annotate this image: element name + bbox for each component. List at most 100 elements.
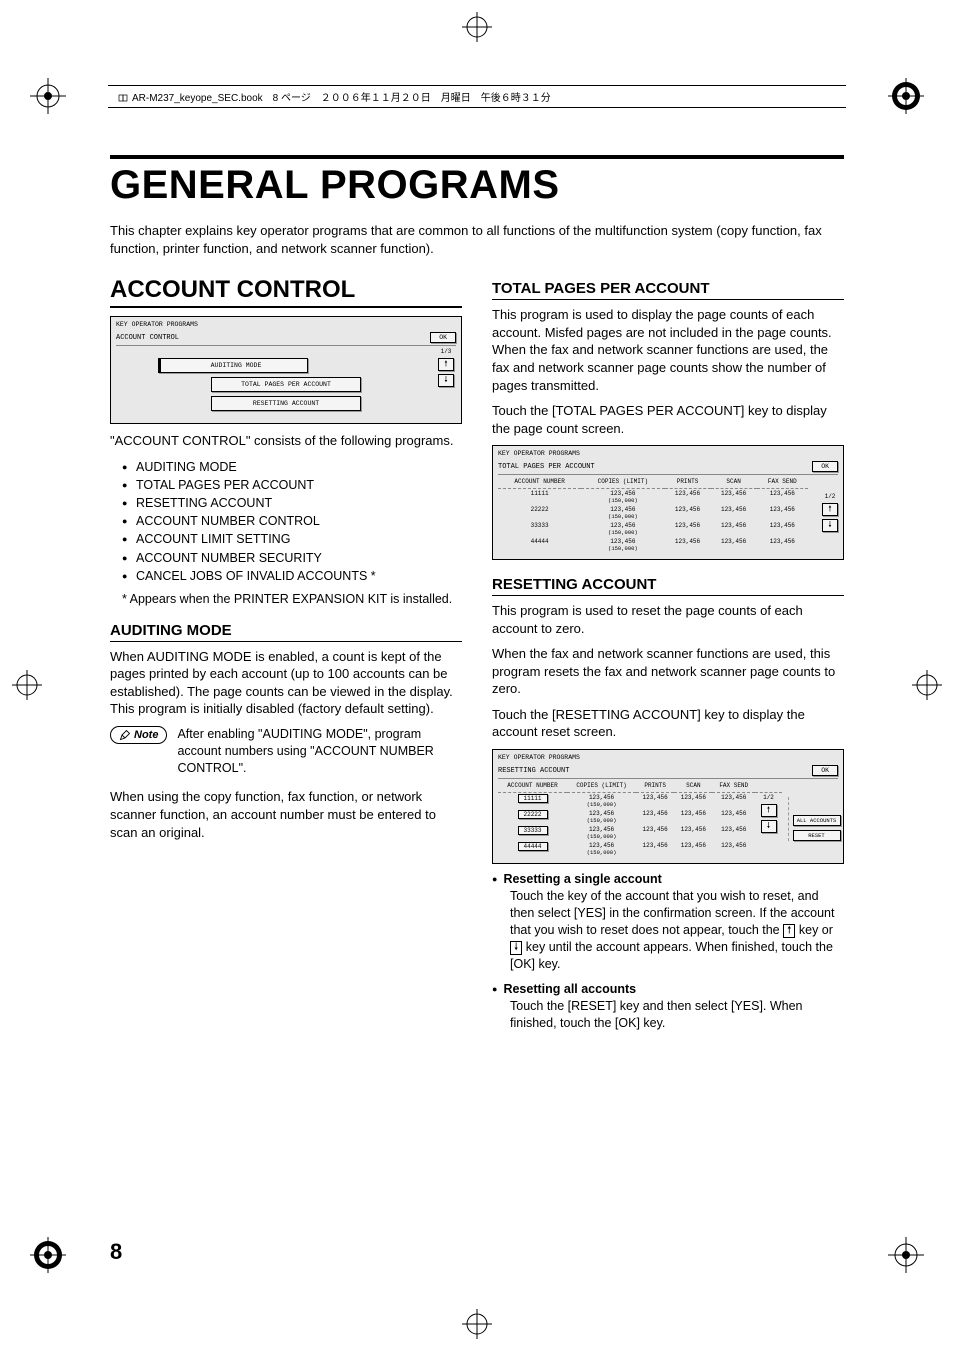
account-control-desc: "ACCOUNT CONTROL" consists of the follow…: [110, 432, 462, 450]
ok-button[interactable]: OK: [812, 765, 838, 776]
program-list: AUDITING MODE TOTAL PAGES PER ACCOUNT RE…: [122, 458, 462, 585]
pager-text: 1/2: [825, 493, 836, 500]
table-row: 22222123,456(150,000)123,456123,456123,4…: [498, 505, 808, 521]
crop-mark-mr: [912, 670, 942, 700]
down-arrow-button[interactable]: 🠗: [822, 519, 838, 532]
crop-mark-tl: [30, 78, 66, 114]
down-key-icon: 🠗: [510, 941, 522, 955]
note-box: Note After enabling "AUDITING MODE", pro…: [110, 726, 462, 777]
resetting-p2: When the fax and network scanner functio…: [492, 645, 844, 698]
inst-head: Resetting a single account: [492, 872, 844, 886]
col-fax: FAX SEND: [757, 477, 808, 489]
menu-auditing-mode[interactable]: AUDITING MODE: [158, 358, 308, 373]
ui-resetting: KEY OPERATOR PROGRAMS RESETTING ACCOUNT …: [492, 749, 844, 864]
book-icon: [118, 93, 126, 101]
note-label: Note: [110, 726, 167, 744]
table-row: 22222123,456(150,000)123,456123,456123,4…: [498, 809, 782, 825]
menu-total-pages[interactable]: TOTAL PAGES PER ACCOUNT: [211, 377, 361, 392]
up-key-icon: 🠕: [783, 924, 795, 938]
crop-mark-bl: [30, 1237, 66, 1273]
list-item: ACCOUNT LIMIT SETTING: [122, 530, 462, 548]
crop-mark-tr: [888, 78, 924, 114]
col-prints: PRINTS: [665, 477, 711, 489]
col-copies: COPIES (LIMIT): [567, 781, 636, 793]
list-item: AUDITING MODE: [122, 458, 462, 476]
instruction-all: Resetting all accounts Touch the [RESET]…: [492, 982, 844, 1032]
col-scan: SCAN: [674, 781, 712, 793]
page: AR-M237_keyope_SEC.book 8 ページ ２００６年１１月２０…: [0, 0, 954, 1351]
ui-subheader: ACCOUNT CONTROL: [116, 334, 179, 342]
ui-subheader-row: ACCOUNT CONTROL OK: [116, 330, 456, 346]
table-row: 33333123,456(150,000)123,456123,456123,4…: [498, 521, 808, 537]
doc-header: AR-M237_keyope_SEC.book 8 ページ ２００６年１１月２０…: [108, 85, 846, 108]
columns: ACCOUNT CONTROL KEY OPERATOR PROGRAMS AC…: [110, 276, 844, 1042]
table-row: 33333123,456(150,000)123,456123,456123,4…: [498, 825, 782, 841]
reset-table: ACCOUNT NUMBER COPIES (LIMIT) PRINTS SCA…: [498, 781, 782, 857]
auditing-p2: When using the copy function, fax functi…: [110, 788, 462, 841]
ui-pager: 1/2 🠕 🠗: [822, 493, 838, 532]
account-button[interactable]: 11111: [518, 794, 548, 803]
table-row: 11111123,456(150,000)123,456123,456123,4…: [498, 489, 808, 506]
up-arrow-button[interactable]: 🠕: [761, 804, 777, 817]
ui-menu: AUDITING MODE TOTAL PAGES PER ACCOUNT RE…: [116, 348, 456, 417]
col-fax: FAX SEND: [712, 781, 755, 793]
instruction-single: Resetting a single account Touch the key…: [492, 872, 844, 972]
ui-subheader: TOTAL PAGES PER ACCOUNT: [498, 463, 595, 471]
note-label-text: Note: [134, 729, 158, 741]
content: GENERAL PROGRAMS This chapter explains k…: [70, 155, 884, 1042]
chapter-title: GENERAL PROGRAMS: [110, 163, 844, 208]
account-button[interactable]: 33333: [518, 826, 548, 835]
account-button[interactable]: 22222: [518, 810, 548, 819]
sub-resetting: RESETTING ACCOUNT: [492, 576, 844, 596]
up-arrow-button[interactable]: 🠕: [822, 503, 838, 516]
ui-account-control: KEY OPERATOR PROGRAMS ACCOUNT CONTROL OK…: [110, 316, 462, 424]
list-item: RESETTING ACCOUNT: [122, 494, 462, 512]
ui-subheader-row: RESETTING ACCOUNT OK: [498, 763, 838, 779]
crop-mark-ml: [12, 670, 42, 700]
ok-button[interactable]: OK: [430, 332, 456, 343]
resetting-p1: This program is used to reset the page c…: [492, 602, 844, 637]
sub-total-pages: TOTAL PAGES PER ACCOUNT: [492, 280, 844, 300]
inst-body: Touch the [RESET] key and then select [Y…: [510, 998, 844, 1032]
table-row: 44444123,456(150,000)123,456123,456123,4…: [498, 537, 808, 553]
down-arrow-button[interactable]: 🠗: [761, 820, 777, 833]
list-item: ACCOUNT NUMBER SECURITY: [122, 549, 462, 567]
crop-mark-br: [888, 1237, 924, 1273]
section-account-control: ACCOUNT CONTROL: [110, 276, 462, 308]
table-row: 44444123,456(150,000)123,456123,456123,4…: [498, 841, 782, 857]
menu-resetting[interactable]: RESETTING ACCOUNT: [211, 396, 361, 411]
ok-button[interactable]: OK: [812, 461, 838, 472]
chapter-rule: [110, 155, 844, 159]
down-arrow-button[interactable]: 🠗: [438, 374, 454, 387]
sub-auditing-mode: AUDITING MODE: [110, 622, 462, 642]
inst-head: Resetting all accounts: [492, 982, 844, 996]
ui-subheader-row: TOTAL PAGES PER ACCOUNT OK: [498, 459, 838, 475]
inst-body: Touch the key of the account that you wi…: [510, 888, 844, 972]
table-row: 11111123,456(150,000)123,456123,456123,4…: [498, 793, 782, 810]
ui-subheader: RESETTING ACCOUNT: [498, 767, 569, 775]
col-account: ACCOUNT NUMBER: [498, 781, 567, 793]
crop-mark-mt: [462, 12, 492, 42]
all-accounts-button[interactable]: ALL ACCOUNTS: [793, 815, 841, 826]
doc-header-text: AR-M237_keyope_SEC.book 8 ページ ２００６年１１月２０…: [132, 89, 551, 104]
pencil-icon: [119, 729, 131, 741]
reset-side: ALL ACCOUNTS RESET: [788, 797, 840, 841]
list-item: ACCOUNT NUMBER CONTROL: [122, 512, 462, 530]
footnote: * Appears when the PRINTER EXPANSION KIT…: [122, 591, 462, 608]
pages-table: ACCOUNT NUMBER COPIES (LIMIT) PRINTS SCA…: [498, 477, 808, 553]
ui-table-wrap: ACCOUNT NUMBER COPIES (LIMIT) PRINTS SCA…: [498, 781, 838, 857]
up-arrow-button[interactable]: 🠕: [438, 358, 454, 371]
note-text: After enabling "AUDITING MODE", program …: [177, 726, 462, 777]
col-copies: COPIES (LIMIT): [581, 477, 664, 489]
account-button[interactable]: 44444: [518, 842, 548, 851]
left-column: ACCOUNT CONTROL KEY OPERATOR PROGRAMS AC…: [110, 276, 462, 1042]
ui-table-wrap: ACCOUNT NUMBER COPIES (LIMIT) PRINTS SCA…: [498, 477, 838, 553]
reset-button[interactable]: RESET: [793, 830, 841, 841]
ui-header: KEY OPERATOR PROGRAMS: [498, 450, 838, 459]
pager-text: 1/2: [763, 794, 774, 801]
col-account: ACCOUNT NUMBER: [498, 477, 581, 489]
total-pages-p2: Touch the [TOTAL PAGES PER ACCOUNT] key …: [492, 402, 844, 437]
pager-text: 1/3: [441, 348, 452, 355]
ui-pager: 1/3 🠕 🠗: [438, 348, 454, 387]
page-number: 8: [110, 1239, 122, 1265]
